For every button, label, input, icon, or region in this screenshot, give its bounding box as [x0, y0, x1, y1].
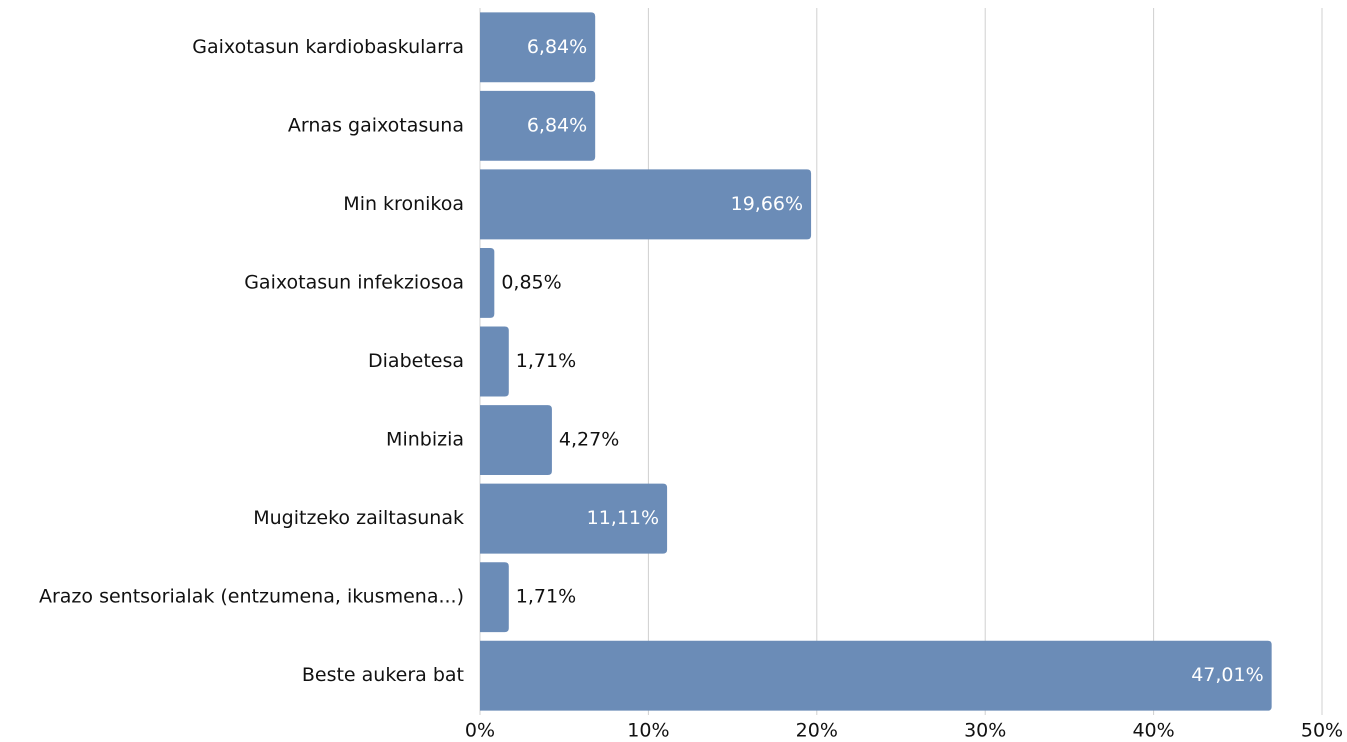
- y-tick-label: Gaixotasun infekziosoa: [244, 271, 464, 293]
- value-label: 0,85%: [501, 271, 561, 293]
- y-tick-label: Min kronikoa: [343, 193, 464, 215]
- value-label: 6,84%: [527, 36, 587, 58]
- x-tick-label: 30%: [964, 720, 1006, 742]
- bar: [480, 640, 1272, 711]
- bar: [480, 90, 596, 161]
- bar: [480, 247, 495, 318]
- bar: [480, 12, 596, 83]
- value-label: 47,01%: [1191, 664, 1263, 686]
- x-tick-label: 40%: [1132, 720, 1174, 742]
- value-label: 19,66%: [731, 193, 803, 215]
- bar: [480, 405, 552, 476]
- bar: [480, 562, 509, 633]
- value-label: 1,71%: [516, 350, 576, 372]
- y-tick-label: Mugitzeko zailtasunak: [253, 507, 464, 529]
- value-label: 1,71%: [516, 586, 576, 608]
- y-tick-label: Arnas gaixotasuna: [288, 114, 464, 136]
- x-tick-label: 20%: [796, 720, 838, 742]
- y-tick-label: Minbizia: [386, 429, 464, 451]
- value-label: 4,27%: [559, 429, 619, 451]
- bar: [480, 483, 668, 554]
- y-tick-label: Gaixotasun kardiobaskularra: [192, 36, 464, 58]
- value-label: 11,11%: [587, 507, 659, 529]
- y-tick-label: Beste aukera bat: [302, 664, 464, 686]
- x-tick-label: 50%: [1301, 720, 1343, 742]
- x-tick-label: 0%: [465, 720, 495, 742]
- y-tick-label: Arazo sentsorialak (entzumena, ikusmena.…: [39, 586, 464, 608]
- value-label: 6,84%: [527, 114, 587, 136]
- x-tick-label: 10%: [627, 720, 669, 742]
- bar: [480, 169, 812, 240]
- y-tick-label: Diabetesa: [368, 350, 464, 372]
- bar: [480, 326, 509, 397]
